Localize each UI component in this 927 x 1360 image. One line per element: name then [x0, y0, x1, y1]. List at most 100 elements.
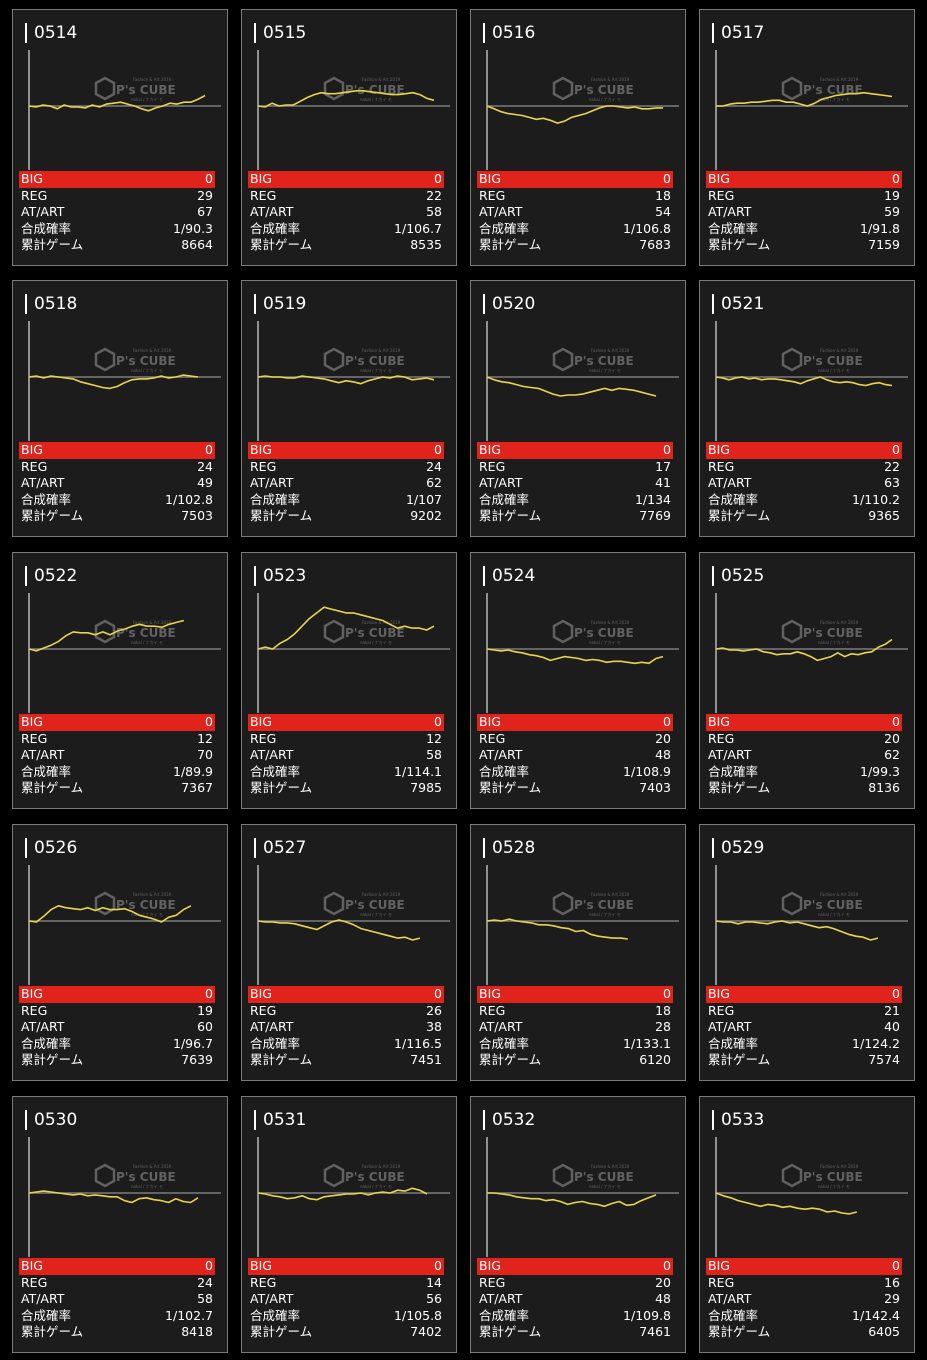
stat-row-at: AT/ART 59	[706, 204, 902, 221]
watermark-top: Fashion & Art 2019	[591, 348, 630, 353]
stat-row-prob: 合成確率 1/110.2	[706, 492, 902, 509]
machine-card-0518[interactable]: Fashion & Art 2019 P's CUBE nakai / ナカイ …	[12, 280, 228, 537]
prob-value: 1/106.7	[394, 220, 442, 236]
stat-row-prob: 合成確率 1/89.9	[19, 764, 215, 781]
games-label: 累計ゲーム	[21, 508, 84, 524]
big-label: BIG	[479, 986, 501, 1001]
machine-card-0524[interactable]: Fashion & Art 2019 P's CUBE nakai / ナカイ …	[470, 552, 686, 809]
at-value: 58	[426, 204, 442, 220]
games-label: 累計ゲーム	[250, 237, 313, 253]
games-label: 累計ゲーム	[708, 780, 771, 796]
machine-header: 0516	[483, 22, 535, 44]
pscube-watermark: Fashion & Art 2019 P's CUBE nakai / ナカイ …	[781, 891, 863, 917]
prob-value: 1/96.7	[173, 1035, 213, 1051]
at-label: AT/ART	[479, 475, 523, 491]
prob-value: 1/142.4	[852, 1307, 900, 1323]
watermark-top: Fashion & Art 2019	[820, 348, 859, 353]
machine-number: 0524	[492, 566, 536, 586]
machine-card-0517[interactable]: Fashion & Art 2019 P's CUBE nakai / ナカイ …	[699, 9, 915, 266]
machine-card-0516[interactable]: Fashion & Art 2019 P's CUBE nakai / ナカイ …	[470, 9, 686, 266]
machine-card-0514[interactable]: Fashion & Art 2019 P's CUBE nakai / ナカイ …	[12, 9, 228, 266]
machine-card-0522[interactable]: Fashion & Art 2019 P's CUBE nakai / ナカイ …	[12, 552, 228, 809]
stat-row-big: BIG 0	[706, 714, 902, 731]
slump-line	[257, 375, 435, 385]
cube-logo-icon	[781, 1163, 803, 1188]
watermark-top: Fashion & Art 2019	[591, 620, 630, 625]
machine-header: 0525	[712, 565, 764, 587]
games-label: 累計ゲーム	[250, 1052, 313, 1068]
machine-card-0528[interactable]: Fashion & Art 2019 P's CUBE nakai / ナカイ …	[470, 824, 686, 1081]
pscube-watermark: Fashion & Art 2019 P's CUBE nakai / ナカイ …	[781, 347, 863, 373]
reg-value: 12	[426, 730, 442, 746]
header-marker	[25, 566, 27, 586]
reg-value: 22	[884, 458, 900, 474]
prob-label: 合成確率	[21, 1035, 72, 1051]
at-value: 28	[655, 1019, 671, 1035]
prob-label: 合成確率	[21, 491, 72, 507]
stats-table: BIG 0 REG 21 AT/ART 40 合成確率 1/124.2 累計ゲーム 757…	[706, 986, 902, 1069]
stat-row-at: AT/ART 54	[477, 204, 673, 221]
machine-card-0531[interactable]: Fashion & Art 2019 P's CUBE nakai / ナカイ …	[241, 1096, 457, 1353]
machine-card-0519[interactable]: Fashion & Art 2019 P's CUBE nakai / ナカイ …	[241, 280, 457, 537]
at-value: 63	[884, 475, 900, 491]
watermark-sub: nakai / ナカイ モ	[131, 96, 163, 102]
games-value: 6405	[868, 1324, 900, 1340]
machine-card-0520[interactable]: Fashion & Art 2019 P's CUBE nakai / ナカイ …	[470, 280, 686, 537]
header-marker	[25, 294, 27, 314]
at-value: 70	[197, 747, 213, 763]
big-label: BIG	[250, 442, 272, 457]
slump-line	[715, 376, 893, 387]
stat-row-games: 累計ゲーム 8418	[19, 1324, 215, 1341]
stat-row-reg: REG 18	[477, 1003, 673, 1020]
machine-header: 0533	[712, 1109, 764, 1131]
watermark-top: Fashion & Art 2019	[362, 1164, 401, 1169]
stat-row-prob: 合成確率 1/133.1	[477, 1036, 673, 1053]
pscube-watermark: Fashion & Art 2019 P's CUBE nakai / ナカイ …	[323, 347, 405, 373]
reg-label: REG	[21, 730, 48, 746]
stat-row-big: BIG 0	[19, 986, 215, 1003]
slump-line	[257, 90, 435, 108]
reg-value: 20	[655, 730, 671, 746]
machine-card-0515[interactable]: Fashion & Art 2019 P's CUBE nakai / ナカイ …	[241, 9, 457, 266]
stat-row-big: BIG 0	[19, 442, 215, 459]
games-value: 9365	[868, 508, 900, 524]
slump-graph: Fashion & Art 2019 P's CUBE nakai / ナカイ …	[257, 321, 450, 441]
cube-logo-icon	[94, 891, 116, 916]
watermark-top: Fashion & Art 2019	[133, 620, 172, 625]
machine-card-0526[interactable]: Fashion & Art 2019 P's CUBE nakai / ナカイ …	[12, 824, 228, 1081]
machine-card-0527[interactable]: Fashion & Art 2019 P's CUBE nakai / ナカイ …	[241, 824, 457, 1081]
stats-table: BIG 0 REG 24 AT/ART 58 合成確率 1/102.7 累計ゲーム 841…	[19, 1258, 215, 1341]
slump-line	[486, 918, 628, 940]
stat-row-big: BIG 0	[19, 171, 215, 188]
prob-label: 合成確率	[250, 763, 301, 779]
stat-row-big: BIG 0	[706, 986, 902, 1003]
machine-card-0523[interactable]: Fashion & Art 2019 P's CUBE nakai / ナカイ …	[241, 552, 457, 809]
big-value: 0	[892, 171, 900, 186]
machine-number: 0525	[721, 566, 765, 586]
big-label: BIG	[21, 986, 43, 1001]
machine-number: 0531	[263, 1110, 307, 1130]
pscube-watermark: Fashion & Art 2019 P's CUBE nakai / ナカイ …	[781, 1163, 863, 1189]
reg-label: REG	[250, 458, 277, 474]
pscube-watermark: Fashion & Art 2019 P's CUBE nakai / ナカイ …	[552, 1163, 634, 1189]
stats-table: BIG 0 REG 18 AT/ART 54 合成確率 1/106.8 累計ゲーム 768…	[477, 171, 673, 254]
stat-row-big: BIG 0	[477, 1258, 673, 1275]
machine-card-0530[interactable]: Fashion & Art 2019 P's CUBE nakai / ナカイ …	[12, 1096, 228, 1353]
cube-logo-icon	[323, 891, 345, 916]
machine-card-0521[interactable]: Fashion & Art 2019 P's CUBE nakai / ナカイ …	[699, 280, 915, 537]
machine-card-0525[interactable]: Fashion & Art 2019 P's CUBE nakai / ナカイ …	[699, 552, 915, 809]
cube-logo-icon	[781, 619, 803, 644]
machine-header: 0531	[254, 1109, 306, 1131]
games-label: 累計ゲーム	[250, 508, 313, 524]
reg-value: 24	[197, 1274, 213, 1290]
pscube-watermark: Fashion & Art 2019 P's CUBE nakai / ナカイ …	[323, 76, 405, 102]
at-value: 41	[655, 475, 671, 491]
slump-line	[715, 1192, 857, 1215]
cube-logo-icon	[323, 1163, 345, 1188]
watermark-sub: nakai / ナカイ モ	[589, 639, 621, 645]
big-label: BIG	[708, 986, 730, 1001]
machine-card-0533[interactable]: Fashion & Art 2019 P's CUBE nakai / ナカイ …	[699, 1096, 915, 1353]
machine-card-0532[interactable]: Fashion & Art 2019 P's CUBE nakai / ナカイ …	[470, 1096, 686, 1353]
machine-card-0529[interactable]: Fashion & Art 2019 P's CUBE nakai / ナカイ …	[699, 824, 915, 1081]
at-value: 49	[197, 475, 213, 491]
